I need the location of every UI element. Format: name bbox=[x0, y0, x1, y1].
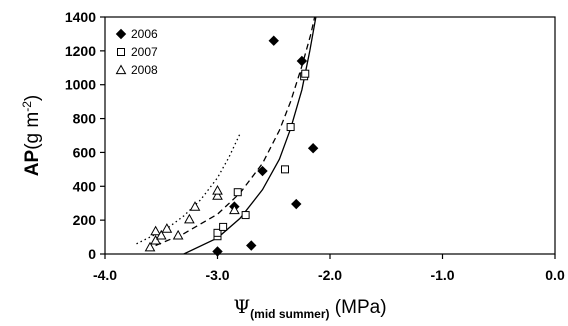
data-point-2008 bbox=[150, 225, 161, 236]
data-point-2008 bbox=[229, 204, 240, 215]
x-axis-title: Ψ(mid summer) (MPa) bbox=[233, 296, 386, 321]
x-axis-title-subscript: (mid summer) bbox=[250, 307, 329, 321]
y-axis-title-unit-suffix: ) bbox=[22, 95, 43, 101]
axis-ticks bbox=[100, 16, 556, 259]
fit-curve-2007 bbox=[155, 17, 316, 247]
y-axis-title-unit-exp: -2 bbox=[20, 101, 34, 112]
data-point-2008 bbox=[172, 229, 184, 240]
x-tick-label: 0.0 bbox=[545, 267, 565, 283]
data-point-2008 bbox=[212, 190, 223, 200]
data-point-2007 bbox=[241, 211, 250, 220]
y-axis-title-main: AP bbox=[22, 149, 43, 176]
data-point-2008 bbox=[184, 213, 195, 224]
fit-curve-2008 bbox=[136, 133, 241, 245]
data-points bbox=[144, 35, 319, 257]
y-tick-label: 0 bbox=[88, 246, 96, 262]
data-point-2006 bbox=[212, 246, 223, 257]
data-point-2008 bbox=[189, 201, 201, 211]
x-tick-label: -3.0 bbox=[205, 267, 229, 283]
y-tick-label: 200 bbox=[73, 212, 97, 228]
y-axis-title: AP(g m-2) bbox=[20, 95, 43, 176]
y-tick-label: 800 bbox=[73, 111, 97, 127]
x-tick-label: -1.0 bbox=[430, 267, 454, 283]
legend-marker-2007 bbox=[117, 48, 125, 56]
legend: 2006 2007 2008 bbox=[113, 23, 165, 83]
y-tick-label: 600 bbox=[73, 144, 97, 160]
data-point-2008 bbox=[161, 223, 173, 233]
plot-area-frame bbox=[104, 16, 556, 255]
data-point-2006 bbox=[291, 198, 302, 210]
legend-label-2007: 2007 bbox=[131, 45, 158, 59]
data-point-2007 bbox=[286, 123, 295, 132]
data-point-2006 bbox=[296, 55, 308, 67]
tick-labels: 0 200 400 600 800 1000 1200 1400 -4.0 -3.0 -2.0 -1.… bbox=[65, 9, 565, 283]
data-point-2006 bbox=[257, 165, 268, 177]
data-point-2006 bbox=[246, 240, 257, 251]
data-point-2006 bbox=[268, 35, 279, 46]
y-axis-title-unit-prefix: (g m bbox=[22, 112, 43, 150]
legend-marker-2006 bbox=[115, 28, 127, 40]
x-tick-label: -2.0 bbox=[318, 267, 342, 283]
data-point-2007 bbox=[233, 188, 242, 197]
fit-curve-2006 bbox=[183, 17, 317, 254]
legend-label-2008: 2008 bbox=[131, 63, 158, 77]
data-point-2007 bbox=[213, 228, 222, 237]
y-tick-label: 1200 bbox=[65, 43, 96, 59]
x-tick-label: -4.0 bbox=[93, 267, 117, 283]
y-tick-label: 1000 bbox=[65, 77, 96, 93]
legend-marker-2008 bbox=[115, 64, 127, 75]
data-point-2008 bbox=[155, 229, 167, 240]
y-tick-label: 400 bbox=[73, 178, 97, 194]
data-point-2007 bbox=[281, 165, 289, 174]
data-point-2006 bbox=[307, 142, 319, 154]
legend-label-2006: 2006 bbox=[131, 27, 158, 41]
y-tick-label: 1400 bbox=[65, 9, 96, 25]
data-point-2007 bbox=[219, 222, 228, 231]
x-axis-title-symbol: Ψ bbox=[233, 296, 250, 318]
data-point-2008 bbox=[144, 241, 156, 252]
x-axis-title-unit: (MPa) bbox=[330, 297, 387, 318]
data-point-2008 bbox=[212, 184, 223, 195]
data-point-2008 bbox=[150, 234, 161, 245]
fit-curves bbox=[136, 17, 317, 254]
data-point-2007 bbox=[301, 69, 310, 78]
